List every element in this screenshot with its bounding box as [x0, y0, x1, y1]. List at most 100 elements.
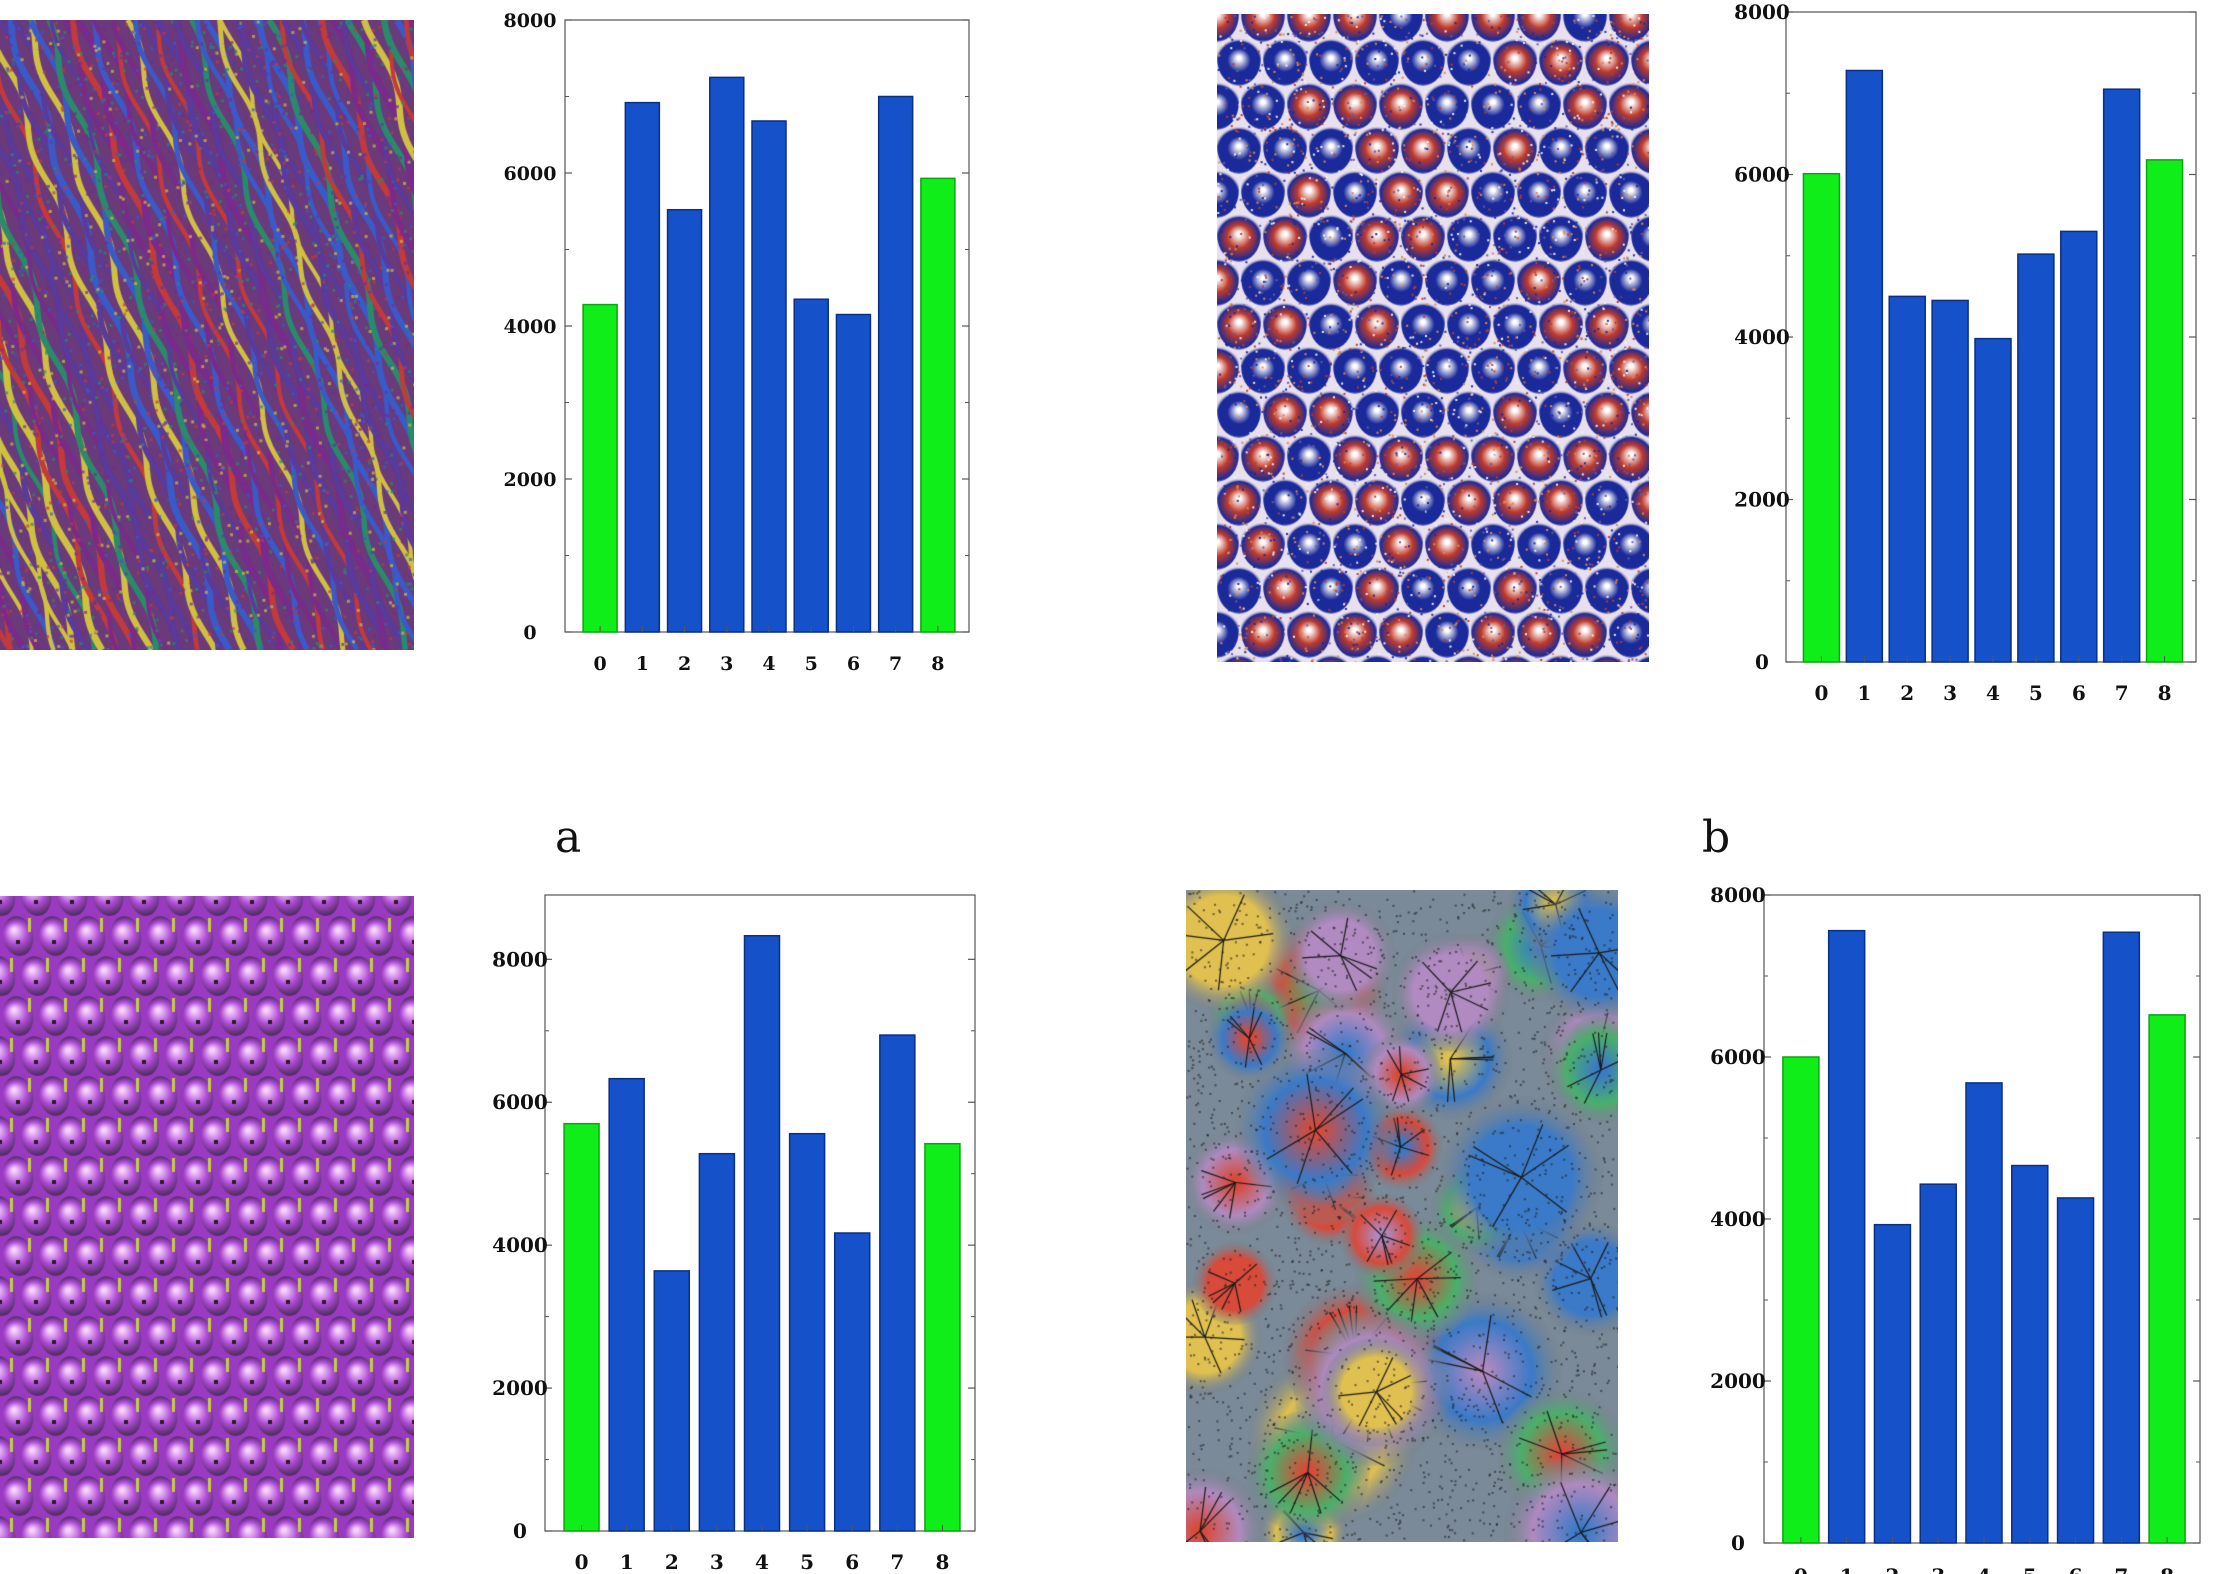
bar-chart-b-bottom: 0 2000 4000 6000 8000 0 1 2 3 4 5 6 7 8 [1710, 883, 2201, 1574]
x-tick-label: 4 [762, 653, 775, 675]
bar-8 [924, 1142, 961, 1532]
x-tick-label: 8 [2158, 681, 2172, 705]
bar-1 [608, 1077, 645, 1532]
y-tick-label: 2000 [492, 1376, 548, 1400]
x-tick-label: 3 [720, 653, 733, 675]
x-tick-label: 7 [2114, 1564, 2128, 1574]
x-tick-label: 2 [665, 1550, 679, 1574]
bar-6 [2056, 1197, 2095, 1544]
y-tick-label: 0 [1755, 650, 1769, 674]
x-tick-label: 0 [593, 653, 606, 675]
bar-5 [793, 298, 829, 633]
x-tick-label: 0 [575, 1550, 589, 1574]
bar-4 [751, 120, 787, 633]
bar-5 [788, 1132, 826, 1532]
bar-1 [1845, 69, 1884, 663]
bar-7 [879, 1034, 916, 1532]
bar-5 [2011, 1164, 2049, 1544]
x-tick-label: 8 [935, 1550, 949, 1574]
y-tick-label: 4000 [492, 1233, 548, 1257]
bar-6 [833, 1232, 871, 1532]
x-tick-label: 4 [755, 1550, 769, 1574]
y-tick-label: 6000 [1734, 163, 1790, 187]
panel-label-b: b [1702, 812, 1731, 863]
bar-2 [1873, 1223, 1912, 1544]
bar-2 [1888, 295, 1926, 663]
bar-1 [624, 101, 661, 633]
x-tick-label: 4 [1977, 1564, 1991, 1574]
x-tick-label: 5 [2029, 681, 2043, 705]
bar-0 [1802, 172, 1841, 663]
purple-droplet-texture [0, 896, 414, 1538]
y-tick-label: 4000 [1734, 325, 1790, 349]
y-tick-label: 6000 [1710, 1045, 1766, 1069]
y-tick-label: 6000 [492, 1090, 548, 1114]
y-tick-label: 2000 [1710, 1369, 1766, 1393]
red-blue-scale-texture [1217, 14, 1649, 662]
x-tick-label: 3 [1931, 1564, 1945, 1574]
bar-3 [709, 76, 745, 633]
bar-2 [653, 1270, 691, 1532]
x-tick-label: 5 [805, 653, 818, 675]
x-tick-label: 1 [620, 1550, 634, 1574]
x-tick-label: 6 [2069, 1564, 2083, 1574]
bar-chart-a-bottom: 0 2000 4000 6000 8000 0 1 2 3 4 5 6 7 8 [492, 894, 976, 1574]
y-tick-label: 6000 [504, 163, 557, 185]
bar-3 [1919, 1183, 1957, 1544]
bar-8 [920, 177, 956, 633]
y-tick-label: 2000 [504, 469, 557, 491]
x-tick-label: 0 [1814, 681, 1828, 705]
x-tick-label: 6 [847, 653, 860, 675]
y-tick-label: 0 [1731, 1531, 1745, 1555]
bar-4 [1974, 337, 2012, 663]
x-tick-label: 8 [2160, 1564, 2174, 1574]
bar-chart-a-top: 0 2000 4000 6000 8000 0 1 2 3 4 5 6 7 8 [504, 10, 970, 675]
bar-7 [2102, 931, 2141, 1544]
bar-0 [582, 303, 618, 633]
bar-0 [563, 1122, 600, 1532]
bar-1 [1827, 929, 1866, 1544]
y-tick-label: 2000 [1734, 488, 1790, 512]
x-tick-label: 5 [800, 1550, 814, 1574]
x-tick-label: 2 [1885, 1564, 1899, 1574]
x-tick-label: 3 [1943, 681, 1957, 705]
bar-0 [1782, 1056, 1820, 1544]
x-tick-label: 0 [1794, 1564, 1808, 1574]
bar-5 [2017, 253, 2055, 663]
bar-6 [2060, 230, 2098, 663]
y-tick-label: 0 [513, 1519, 527, 1543]
x-tick-label: 6 [2072, 681, 2086, 705]
x-tick-label: 6 [845, 1550, 859, 1574]
bar-6 [835, 313, 872, 633]
x-tick-label: 1 [1857, 681, 1871, 705]
x-tick-label: 4 [1986, 681, 2000, 705]
x-tick-label: 1 [636, 653, 649, 675]
x-tick-label: 5 [2023, 1564, 2037, 1574]
bar-3 [698, 1152, 736, 1532]
x-tick-label: 7 [890, 1550, 904, 1574]
bar-8 [2145, 159, 2184, 663]
y-tick-label: 8000 [1734, 0, 1790, 24]
y-tick-label: 4000 [1710, 1207, 1766, 1231]
y-tick-label: 4000 [504, 316, 557, 338]
bar-4 [1965, 1082, 2003, 1544]
x-tick-label: 2 [678, 653, 691, 675]
bar-7 [877, 95, 914, 633]
bar-7 [2102, 88, 2141, 663]
bar-chart-b-top: 0 2000 4000 6000 8000 0 1 2 3 4 5 6 7 8 [1734, 0, 2197, 705]
y-tick-label: 0 [523, 622, 536, 644]
x-tick-label: 7 [889, 653, 902, 675]
bar-4 [743, 934, 781, 1532]
bar-2 [666, 208, 703, 633]
x-tick-label: 3 [710, 1550, 724, 1574]
y-tick-label: 8000 [492, 947, 548, 971]
panel-label-a: a [555, 812, 582, 863]
y-tick-label: 8000 [504, 10, 557, 32]
diagonal-ripple-texture [0, 20, 414, 650]
x-tick-label: 8 [931, 653, 944, 675]
x-tick-label: 2 [1900, 681, 1914, 705]
multicolor-cell-texture [1186, 890, 1618, 1542]
y-tick-label: 8000 [1710, 883, 1766, 907]
bar-8 [2148, 1014, 2186, 1544]
x-tick-label: 7 [2115, 681, 2129, 705]
